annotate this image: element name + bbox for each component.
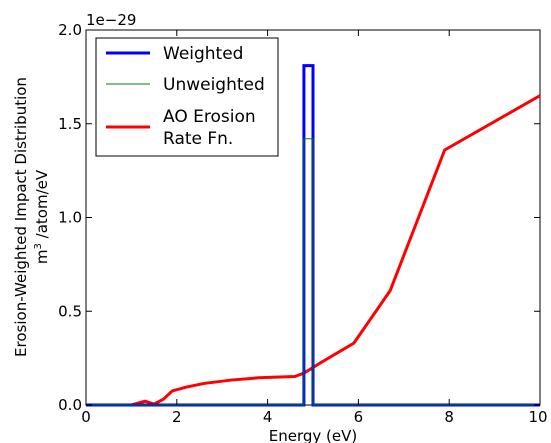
y-unit-rest: /atom/eV (33, 169, 51, 243)
y-axis-unit-label: m3 /atom/eV (33, 169, 51, 264)
x-tick-label-5: 10 (528, 408, 547, 426)
y-axis-ticks: 0.0 0.5 1.0 1.5 2.0 (58, 21, 540, 414)
x-tick-label-4: 8 (444, 408, 454, 426)
y-tick-label-3: 1.5 (58, 115, 82, 133)
x-axis-label: Energy (eV) (269, 427, 357, 443)
y-axis-label: Erosion-Weighted Impact Distribution (12, 77, 30, 357)
y-axis-label-line2: m3 /atom/eV (33, 169, 51, 264)
legend-label-ao-erosion-line1: AO Erosion (163, 107, 256, 127)
legend: Weighted Unweighted AO Erosion Rate Fn. (95, 37, 279, 157)
y-tick-label-2: 1.0 (58, 209, 82, 227)
y-unit-sup: 3 (33, 243, 44, 249)
legend-label-ao-erosion-line2: Rate Fn. (163, 129, 233, 149)
legend-frame (95, 37, 279, 157)
x-tick-label-3: 6 (354, 408, 364, 426)
series-line-ao-erosion-rate (86, 94, 541, 407)
legend-label-ao-erosion: AO Erosion Rate Fn. (163, 107, 261, 149)
y-tick-label-4: 2.0 (58, 21, 82, 39)
y-unit-m: m (33, 249, 51, 264)
legend-label-unweighted: Unweighted (163, 75, 265, 95)
y-axis-label-line1: Erosion-Weighted Impact Distribution (12, 77, 30, 357)
x-axis-ticks: 0 2 4 6 8 10 (81, 30, 548, 426)
y-tick-label-1: 0.5 (58, 302, 82, 320)
y-tick-label-0: 0.0 (58, 396, 82, 414)
x-tick-label-0: 0 (81, 408, 91, 426)
x-tick-label-2: 4 (263, 408, 273, 426)
legend-label-weighted: Weighted (163, 44, 243, 64)
offset-text: 1e−29 (86, 11, 136, 29)
x-tick-label-1: 2 (172, 408, 182, 426)
